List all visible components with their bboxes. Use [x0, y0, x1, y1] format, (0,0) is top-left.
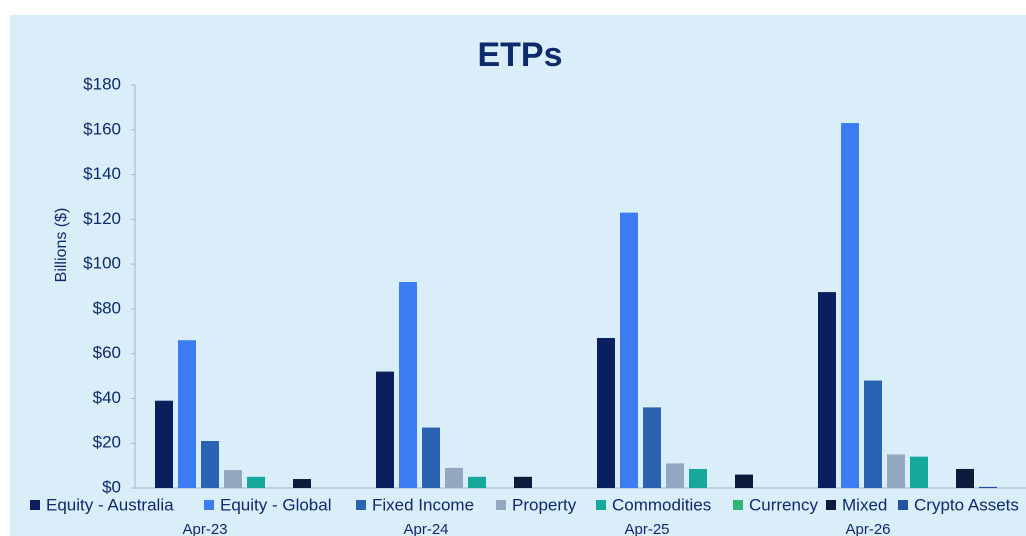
bar	[399, 282, 417, 488]
x-tick-label: Apr-24	[403, 521, 448, 536]
y-tick-label: $160	[83, 119, 121, 138]
legend-swatch	[356, 500, 366, 510]
bar	[864, 380, 882, 488]
bar	[224, 470, 242, 488]
legend-label: Crypto Assets	[914, 495, 1019, 514]
legend-label: Equity - Australia	[46, 495, 174, 514]
y-tick-label: $140	[83, 164, 121, 183]
legend-swatch	[733, 500, 743, 510]
bar	[620, 212, 638, 488]
chart-title: ETPs	[477, 36, 562, 74]
bar	[818, 292, 836, 488]
y-tick-label: $100	[83, 254, 121, 273]
legend-swatch	[826, 500, 836, 510]
legend-label: Mixed	[842, 495, 887, 514]
bar	[201, 440, 219, 488]
bar	[666, 463, 684, 488]
bar	[689, 468, 707, 488]
y-tick-label: $0	[102, 477, 121, 496]
bar	[514, 476, 532, 488]
legend-label: Equity - Global	[220, 495, 332, 514]
legend-swatch	[596, 500, 606, 510]
y-tick-label: $60	[93, 343, 121, 362]
bar	[247, 476, 265, 488]
legend-swatch	[204, 500, 214, 510]
x-tick-label: Apr-23	[182, 521, 227, 536]
bar	[293, 479, 311, 488]
bar	[178, 340, 196, 488]
y-tick-label: $120	[83, 209, 121, 228]
bar	[735, 474, 753, 488]
bar	[597, 337, 615, 488]
legend-label: Property	[512, 495, 577, 514]
legend-swatch	[30, 500, 40, 510]
y-tick-label: $20	[93, 433, 121, 452]
legend-label: Fixed Income	[372, 495, 474, 514]
bar	[887, 454, 905, 488]
bar	[468, 476, 486, 488]
legend-label: Commodities	[612, 495, 711, 514]
bar	[979, 486, 997, 488]
bar	[910, 456, 928, 488]
x-tick-label: Apr-26	[845, 521, 890, 536]
bar	[643, 407, 661, 488]
y-axis-label: Billions ($)	[53, 208, 70, 283]
bar	[422, 427, 440, 488]
bar	[956, 468, 974, 488]
bar	[841, 123, 859, 489]
y-tick-label: $80	[93, 298, 121, 317]
legend-label: Currency	[749, 495, 818, 514]
legend-swatch	[496, 500, 506, 510]
bar	[376, 371, 394, 488]
bar	[155, 400, 173, 488]
x-tick-label: Apr-25	[624, 521, 669, 536]
y-tick-label: $180	[83, 74, 121, 93]
y-tick-label: $40	[93, 388, 121, 407]
legend-swatch	[898, 500, 908, 510]
bar	[445, 467, 463, 488]
